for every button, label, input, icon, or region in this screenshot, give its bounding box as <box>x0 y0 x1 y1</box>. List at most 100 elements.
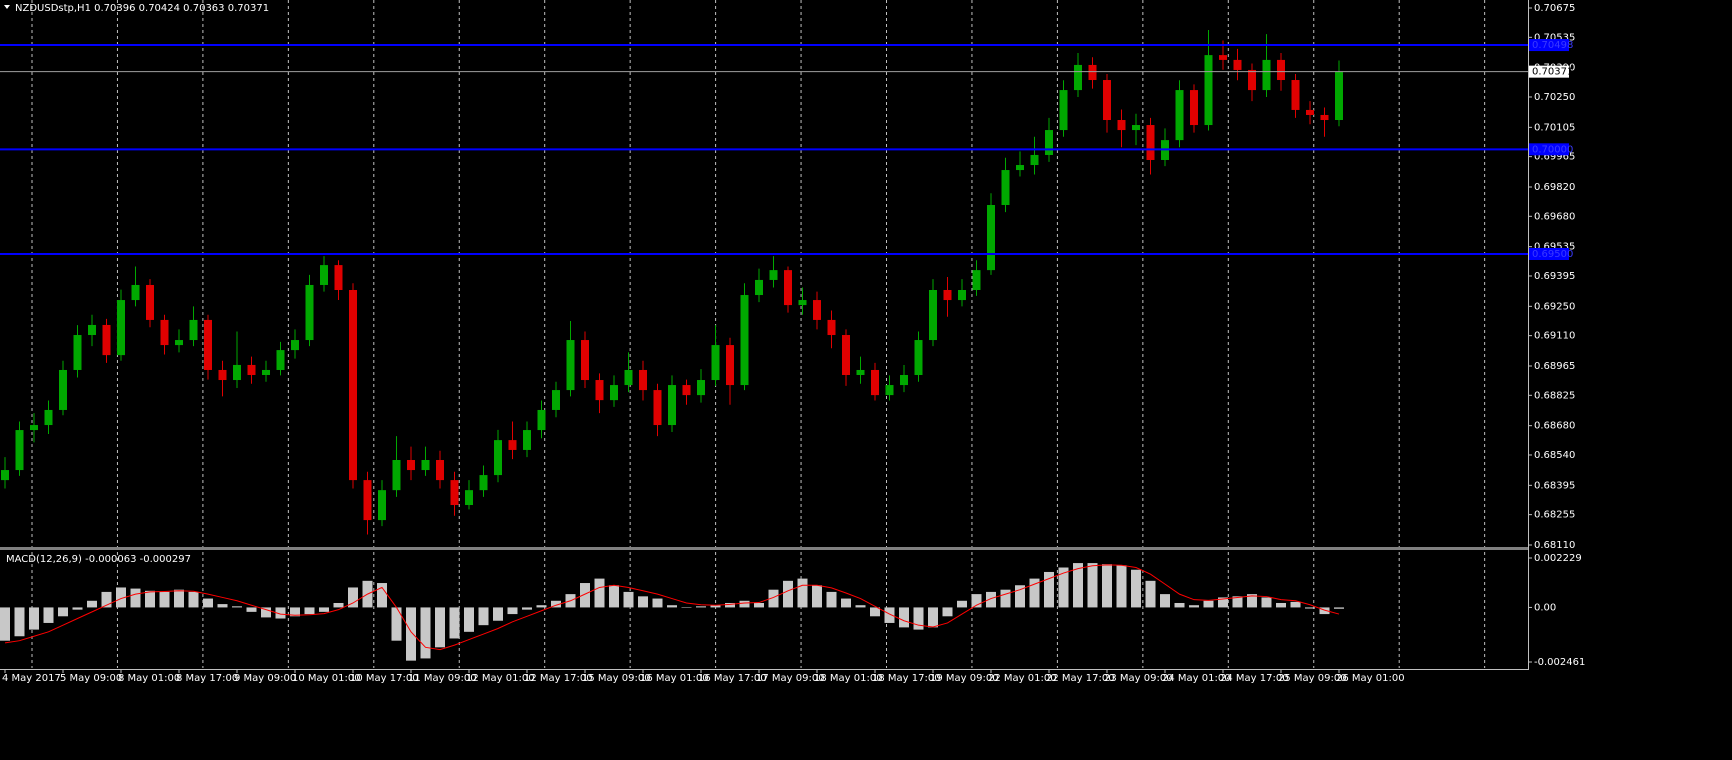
candle-body <box>914 340 923 376</box>
candle-body <box>769 270 778 280</box>
macd-bar <box>739 600 750 608</box>
macd-bar <box>681 607 692 608</box>
candle-body <box>436 460 444 481</box>
candle-body <box>740 295 749 386</box>
candle-body <box>1074 64 1082 91</box>
candle-body <box>1291 80 1300 110</box>
macd-bar <box>333 602 344 608</box>
macd-bar <box>855 605 866 608</box>
macd-bar <box>348 587 358 608</box>
candle-body <box>856 369 865 376</box>
macd-bar <box>986 591 996 608</box>
x-tick-label: 18 May 01:00 <box>814 673 883 684</box>
candle-body <box>131 284 140 301</box>
candle-body <box>581 340 589 381</box>
macd-bar <box>1232 596 1243 608</box>
candle-body <box>450 480 459 506</box>
y-tick-label: 0.69395 <box>1534 271 1575 282</box>
macd-bar <box>1087 563 1098 608</box>
candle-body <box>1146 125 1155 160</box>
candle-body <box>900 375 908 386</box>
macd-bar <box>957 600 967 608</box>
candle-body <box>813 300 821 320</box>
macd-bar <box>522 607 532 610</box>
macd-bar <box>435 607 445 648</box>
y-tick-label: 0.68825 <box>1534 390 1575 401</box>
macd-bar <box>87 600 97 608</box>
x-tick-label: 9 May 09:00 <box>234 673 296 684</box>
macd-bar <box>710 605 721 608</box>
macd-bar <box>1189 605 1199 608</box>
candle-body <box>987 205 995 271</box>
candle-body <box>1248 69 1256 91</box>
macd-bar <box>159 591 170 608</box>
last-price-tag <box>1529 65 1569 78</box>
candle-body <box>204 319 212 370</box>
candle-body <box>1016 165 1024 171</box>
candle-body <box>610 385 618 401</box>
candle-body <box>378 490 386 521</box>
candle-body <box>334 265 343 291</box>
x-tick-label: 10 May 01:00 <box>292 673 361 684</box>
candle-body <box>726 345 734 386</box>
macd-bar <box>913 607 924 630</box>
macd-bar <box>884 607 895 623</box>
macd-bar <box>420 607 431 659</box>
y-tick-label: -0.002461 <box>1534 657 1585 668</box>
candle-body <box>59 369 67 410</box>
macd-bar <box>217 604 228 608</box>
panel-toggle[interactable] <box>4 5 10 9</box>
macd-bar <box>449 607 460 639</box>
macd-bar <box>1044 571 1054 608</box>
candle-body <box>160 319 169 346</box>
macd-bar <box>1247 594 1257 608</box>
candle-body <box>827 319 836 336</box>
candle-body <box>697 380 705 396</box>
y-tick-label: 0.68680 <box>1534 421 1575 432</box>
macd-bar <box>1174 602 1185 608</box>
candle-body <box>30 425 38 431</box>
candle-body <box>784 270 792 306</box>
macd-bar <box>130 588 141 608</box>
level-tag-label: 0.70000 <box>1532 144 1573 155</box>
candle-body <box>44 409 53 426</box>
y-tick-label: 0.69820 <box>1534 182 1575 193</box>
candle-body <box>15 430 24 471</box>
candle-body <box>1233 59 1242 70</box>
x-tick-label: 5 May 09:00 <box>60 673 122 684</box>
macd-bar <box>507 607 518 615</box>
macd-bar <box>1000 589 1011 608</box>
y-tick-label: 0.68540 <box>1534 450 1575 461</box>
y-tick-label: 0.68255 <box>1534 510 1575 521</box>
macd-bar <box>594 578 605 608</box>
x-tick-label: 8 May 17:00 <box>176 673 238 684</box>
macd-bar <box>43 607 54 623</box>
macd-bar <box>725 602 735 608</box>
candle-body <box>117 300 125 356</box>
x-tick-label: 26 May 01:00 <box>1336 673 1405 684</box>
macd-bar <box>797 578 808 608</box>
macd-bar <box>1058 567 1069 608</box>
candle-body <box>465 490 473 506</box>
level-tag <box>1529 39 1569 52</box>
macd-bar <box>1203 600 1214 608</box>
candle-body <box>1103 80 1111 121</box>
candle-body <box>639 369 647 391</box>
candle-body <box>102 324 111 356</box>
candle-body <box>929 290 937 341</box>
macd-bar <box>1305 607 1315 609</box>
candle-body <box>1 470 9 481</box>
macd-bar <box>841 598 851 608</box>
candle-body <box>349 290 357 481</box>
candle-body <box>972 270 981 291</box>
candle-body <box>1190 90 1198 126</box>
x-tick-label: 4 May 2017 <box>2 673 61 684</box>
macd-title: MACD(12,26,9) -0.000063 -0.000297 <box>6 554 191 565</box>
candle-body <box>247 364 256 376</box>
macd-bar <box>145 590 155 608</box>
candle-body <box>842 335 850 376</box>
x-tick-label: 22 May 01:00 <box>988 673 1057 684</box>
level-tag-label: 0.70498 <box>1532 40 1573 51</box>
x-tick-label: 16 May 17:00 <box>698 673 767 684</box>
